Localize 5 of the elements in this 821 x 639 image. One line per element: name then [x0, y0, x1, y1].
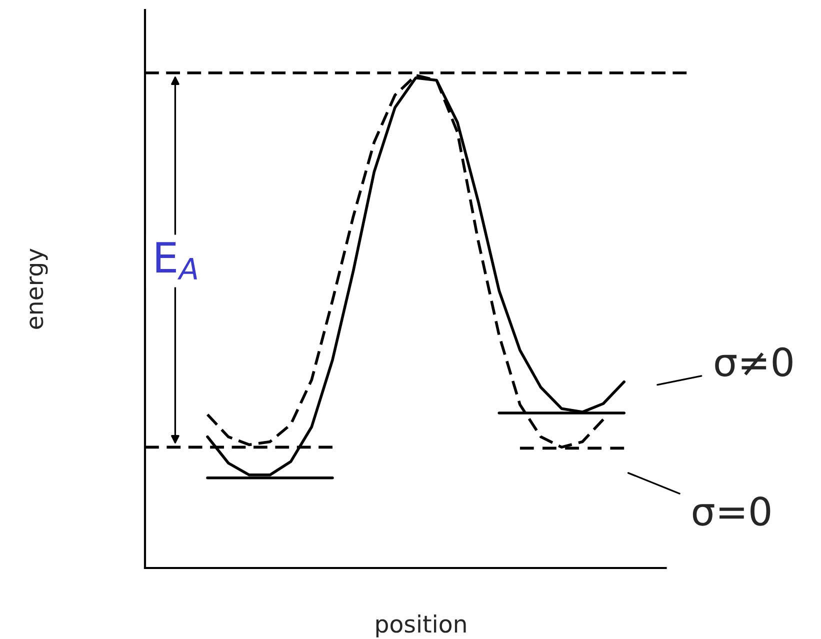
text: σ≠0	[715, 347, 792, 377]
annotation: σ=0	[692, 496, 770, 526]
annotation: E$_{A}$	[156, 242, 197, 280]
x-axis-title: position	[376, 614, 466, 638]
y-axis-title: energy	[30, 248, 48, 329]
